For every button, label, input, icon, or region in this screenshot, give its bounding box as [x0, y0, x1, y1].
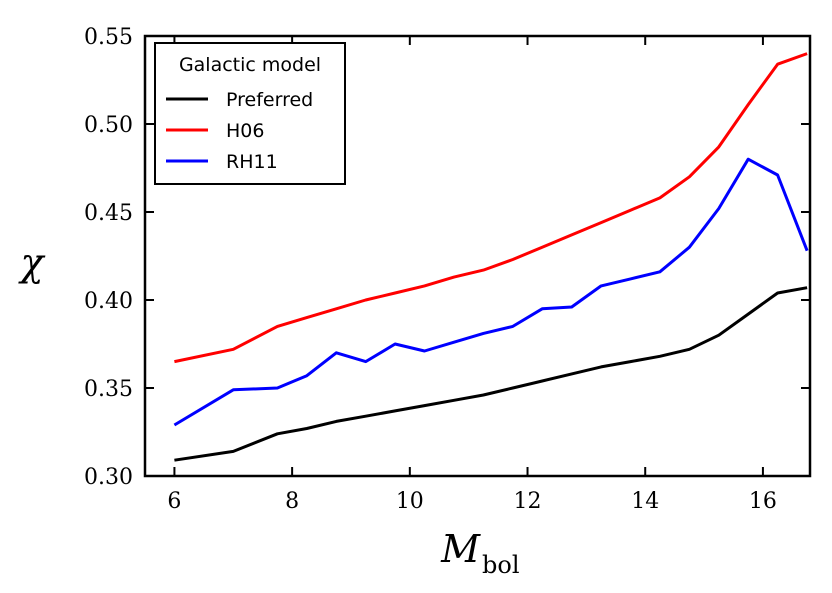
y-tick-label: 0.50: [84, 113, 133, 138]
legend-entries: Preferred H06 RH11: [166, 89, 313, 173]
legend-title: Galactic model: [179, 54, 321, 76]
y-tick-label: 0.30: [84, 465, 133, 490]
legend-label-rh11: RH11: [226, 151, 278, 173]
x-tick-label: 10: [396, 489, 424, 514]
x-tick-label: 12: [514, 489, 542, 514]
legend-label-h06: H06: [226, 120, 264, 142]
axes-layer: 6 8 10 12 14 16 0.30 0.35 0.40 0.45 0.50 0.55: [84, 25, 812, 514]
series-line-rh11: [173, 157, 809, 427]
plot-frame: [143, 34, 812, 478]
y-tick-label: 0.55: [84, 25, 133, 50]
legend: Galactic model Preferred H06 RH11: [154, 42, 346, 185]
series-line-h06: [174, 52, 808, 364]
y-tick-label: 0.45: [84, 201, 133, 226]
x-tick-label: 6: [167, 489, 181, 514]
x-tick-label: 8: [285, 489, 299, 514]
y-tick-label: 0.40: [84, 289, 133, 314]
legend-label-preferred: Preferred: [226, 89, 313, 111]
series-layer: [173, 52, 809, 462]
y-axis-label: χ: [17, 241, 45, 285]
x-axis-label: M: [440, 527, 481, 571]
y-tick-label: 0.35: [84, 377, 133, 402]
x-axis-label-subscript: bol: [482, 551, 520, 579]
x-tick-label: 14: [631, 489, 659, 514]
series-line-preferred: [174, 286, 808, 462]
x-tick-label: 16: [749, 489, 777, 514]
